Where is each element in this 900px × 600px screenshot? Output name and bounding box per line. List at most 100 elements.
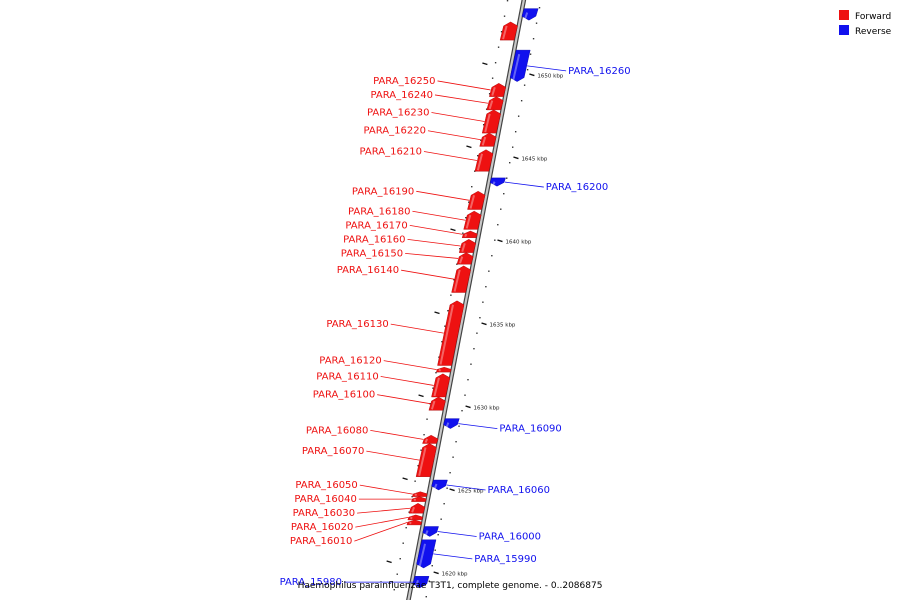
- gene-para-16220[interactable]: [479, 132, 497, 147]
- minor-tick-right: [479, 317, 481, 319]
- gene-para-15990[interactable]: [416, 539, 437, 569]
- minor-tick-left: [477, 155, 479, 157]
- gene-label: PARA_16210: [360, 146, 422, 157]
- gene-para-16190[interactable]: [467, 190, 486, 210]
- gene-label: PARA_16130: [326, 319, 388, 330]
- gene-para-16170[interactable]: [461, 230, 478, 238]
- leader-line: [434, 94, 489, 104]
- minor-tick-right: [425, 596, 427, 598]
- gene-label: PARA_16120: [319, 356, 381, 367]
- leader-line: [401, 269, 455, 280]
- minor-tick-left: [408, 511, 410, 513]
- gene-para-16240[interactable]: [486, 96, 504, 111]
- gene-highlight: [418, 543, 426, 568]
- gene-para-16210[interactable]: [474, 149, 494, 172]
- leader-line: [383, 360, 437, 371]
- legend-swatch-reverse: [839, 25, 849, 35]
- gene-para-16010[interactable]: [406, 519, 423, 526]
- gene-para-16160[interactable]: [458, 239, 477, 253]
- gene-label: PARA_16050: [295, 480, 357, 491]
- gene-highlight: [453, 269, 461, 292]
- backbone-layer: [393, 0, 541, 600]
- major-tick: [529, 73, 535, 77]
- gene-label: PARA_16170: [345, 220, 407, 231]
- minor-tick-left: [435, 372, 437, 374]
- gene-para-16180[interactable]: [463, 210, 482, 230]
- gene-para-16030[interactable]: [408, 503, 426, 514]
- leader-line: [527, 65, 567, 72]
- minor-tick-left: [432, 387, 434, 389]
- leader-line: [407, 238, 461, 247]
- gene-highlight: [424, 438, 429, 443]
- major-tick-left: [466, 145, 472, 149]
- minor-tick-right: [500, 208, 502, 210]
- gene-para-16150[interactable]: [456, 252, 474, 265]
- gene-highlight: [414, 580, 419, 588]
- gene-para-16200[interactable]: [489, 177, 506, 187]
- major-tick-left: [450, 228, 456, 232]
- gene-para-16140[interactable]: [451, 265, 471, 293]
- minor-tick-left: [426, 418, 428, 420]
- gene-para-16100[interactable]: [428, 396, 446, 411]
- major-tick: [449, 488, 455, 492]
- minor-tick-right: [446, 487, 448, 489]
- gene-para-16130[interactable]: [437, 300, 465, 366]
- gene-highlight: [469, 194, 476, 209]
- gene-para-15980[interactable]: [412, 576, 430, 589]
- gene-para-16250[interactable]: [489, 83, 507, 97]
- minor-tick-left: [497, 46, 500, 48]
- tick-label: 1620 kbp: [442, 572, 468, 578]
- leader-line: [458, 423, 498, 429]
- gene-label: PARA_16060: [488, 485, 550, 496]
- minor-tick-right: [428, 580, 430, 582]
- gene-label: PARA_16020: [291, 522, 353, 533]
- gene-label: PARA_15990: [474, 554, 536, 565]
- minor-tick-left: [482, 124, 485, 126]
- minor-tick-right: [497, 224, 499, 226]
- gene-para-16060[interactable]: [431, 479, 448, 491]
- leader-line: [370, 429, 424, 440]
- tick-label: 1640 kbp: [505, 240, 531, 246]
- gene-para-16020[interactable]: [407, 514, 424, 521]
- minor-tick-left: [503, 15, 506, 17]
- minor-tick-right: [461, 410, 463, 412]
- gene-highlight: [433, 483, 438, 490]
- leader-line: [504, 181, 544, 188]
- genome-backbone: [407, 0, 525, 600]
- minor-tick-right: [476, 332, 478, 334]
- gene-para-16090[interactable]: [443, 418, 460, 429]
- gene-highlight: [491, 87, 496, 96]
- gene-para-16080[interactable]: [422, 434, 439, 444]
- leader-line: [431, 112, 485, 122]
- minor-tick-right: [514, 131, 517, 133]
- minor-tick-right: [455, 441, 457, 443]
- minor-tick-left: [465, 217, 467, 219]
- minor-tick-right: [520, 100, 523, 102]
- gene-unlabeled-0[interactable]: [499, 21, 518, 41]
- gene-highlight: [411, 506, 415, 513]
- leader-line: [359, 484, 413, 495]
- gene-para-16050[interactable]: [412, 491, 428, 497]
- gene-unlabeled-1[interactable]: [521, 8, 539, 21]
- gene-para-16110[interactable]: [431, 373, 451, 398]
- minor-tick-left: [459, 248, 461, 250]
- gene-para-16120[interactable]: [436, 366, 452, 373]
- leader-line: [437, 531, 477, 537]
- gene-para-16260[interactable]: [509, 49, 531, 82]
- tick-layer: 1650 kbp 1645 kbp 1640 kbp 1635 kbp 1630 kbp…: [386, 62, 564, 578]
- leader-line: [366, 450, 420, 461]
- major-tick-left: [402, 477, 408, 481]
- minor-tick-left: [494, 62, 497, 64]
- gene-label: PARA_16110: [316, 371, 378, 382]
- leader-line: [446, 484, 486, 491]
- leader-line: [412, 210, 466, 221]
- minor-tick-right: [467, 379, 469, 381]
- gene-para-16230[interactable]: [481, 109, 501, 134]
- gene-label: PARA_16190: [352, 186, 414, 197]
- gene-para-16000[interactable]: [422, 526, 439, 537]
- gene-highlight: [523, 12, 529, 20]
- gene-para-16040[interactable]: [411, 496, 427, 502]
- gene-para-16070[interactable]: [415, 443, 437, 477]
- gene-highlight: [433, 377, 440, 397]
- leader-line: [355, 516, 409, 528]
